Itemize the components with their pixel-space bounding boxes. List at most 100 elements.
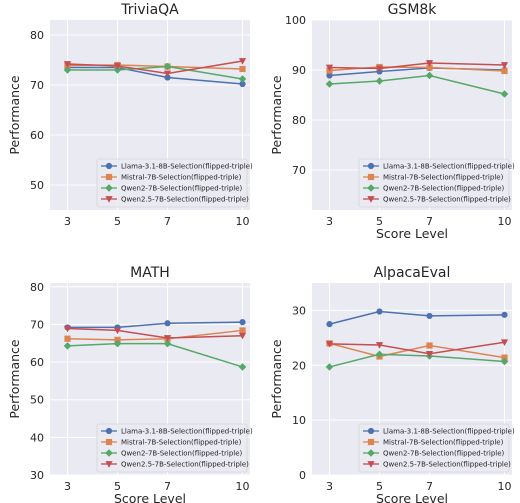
series-3 xyxy=(63,339,247,371)
legend-label: Llama-3.1-8B-Selection(flipped-triple) xyxy=(121,163,253,171)
legend-box xyxy=(358,158,510,208)
legend-marker xyxy=(105,461,113,468)
series-line xyxy=(67,342,243,368)
x-tick-label: 10 xyxy=(236,215,250,228)
y-axis-label: Performance xyxy=(269,75,284,155)
chart-panel-2: GSM8k 70 80 90 100 3 5 7 10 Score Level Performanc… xyxy=(269,2,515,241)
data-point xyxy=(425,350,434,358)
x-tick-label: 3 xyxy=(326,480,333,493)
series-4 xyxy=(325,60,509,73)
data-point xyxy=(325,64,334,72)
data-point xyxy=(500,62,509,69)
y-tick-label: 50 xyxy=(30,179,44,192)
y-axis-label: Performance xyxy=(7,339,22,419)
data-point xyxy=(64,335,71,342)
y-tick-label: 90 xyxy=(292,64,306,77)
series-1 xyxy=(326,308,508,328)
legend-marker xyxy=(367,427,375,435)
series-line xyxy=(67,329,243,341)
legend-label: Qwen2.5-7B-Selection(flipped-triple) xyxy=(121,461,249,469)
data-point xyxy=(238,332,247,340)
x-tick-label: 7 xyxy=(164,480,171,493)
data-point xyxy=(375,65,384,73)
data-point xyxy=(113,66,122,74)
series-line xyxy=(329,62,505,70)
legend-box xyxy=(358,423,510,473)
y-tick-label: 20 xyxy=(292,359,306,372)
legend-label: Mistral-7B-Selection(flipped-triple) xyxy=(121,174,242,182)
data-point xyxy=(500,90,509,98)
x-tick-label: 5 xyxy=(114,215,121,228)
x-tick-label: 10 xyxy=(498,480,512,493)
series-3 xyxy=(325,71,509,98)
legend-label: Qwen2-7B-Selection(flipped-triple) xyxy=(121,185,243,193)
data-point xyxy=(501,311,508,318)
data-point xyxy=(164,320,171,327)
x-tick-label: 10 xyxy=(498,215,512,228)
x-axis-label: Score Level xyxy=(376,226,448,241)
y-tick-label: 100 xyxy=(285,14,306,27)
data-point xyxy=(113,63,122,70)
legend: Llama-3.1-8B-Selection(flipped-triple) Mi… xyxy=(96,158,253,208)
series-line xyxy=(67,60,243,75)
chart-panel-3: MATH 30 40 50 60 70 80 3 5 7 10 Score Level Performa… xyxy=(7,265,253,503)
legend-marker xyxy=(105,162,113,170)
legend-marker xyxy=(367,449,375,457)
legend-label: Qwen2.5-7B-Selection(flipped-triple) xyxy=(383,461,511,469)
y-tick-label: 70 xyxy=(292,164,306,177)
data-point xyxy=(325,341,334,348)
data-point xyxy=(425,71,434,80)
chart-panel-1: TriviaQA 50 60 70 80 3 5 7 10 Performance Llama-3.… xyxy=(7,2,253,228)
data-point xyxy=(63,325,72,333)
x-tick-label: 3 xyxy=(64,480,71,493)
x-tick-label: 10 xyxy=(236,480,250,493)
y-tick-label: 80 xyxy=(30,281,44,294)
data-point xyxy=(238,363,247,371)
data-point xyxy=(63,66,72,74)
y-tick-label: 60 xyxy=(30,356,44,369)
legend-label: Mistral-7B-Selection(flipped-triple) xyxy=(383,439,504,447)
series-line xyxy=(67,321,243,329)
series-line xyxy=(329,342,505,359)
data-point xyxy=(63,61,72,68)
series-4 xyxy=(325,339,509,358)
legend-marker xyxy=(105,196,113,203)
legend-marker xyxy=(367,184,375,192)
series-4 xyxy=(63,325,247,342)
series-line xyxy=(329,353,505,368)
x-tick-label: 3 xyxy=(64,215,71,228)
data-point xyxy=(500,339,509,346)
y-tick-label: 40 xyxy=(30,431,44,444)
series-3 xyxy=(325,350,509,371)
data-point xyxy=(325,363,334,371)
legend-marker xyxy=(367,173,375,181)
series-line xyxy=(329,310,505,325)
data-point xyxy=(375,77,384,85)
x-axis-label: Score Level xyxy=(114,491,186,503)
data-point xyxy=(326,321,333,328)
y-tick-label: 80 xyxy=(30,29,44,42)
data-point xyxy=(426,342,433,349)
series-4 xyxy=(63,58,247,78)
legend-label: Llama-3.1-8B-Selection(flipped-triple) xyxy=(383,163,515,171)
y-tick-label: 60 xyxy=(30,129,44,142)
legend-marker xyxy=(367,196,375,203)
data-point xyxy=(375,342,384,349)
x-tick-label: 7 xyxy=(426,215,433,228)
chart-title: AlpacaEval xyxy=(374,265,451,281)
y-axis-label: Performance xyxy=(7,75,22,155)
data-point xyxy=(376,308,383,315)
legend-marker xyxy=(367,461,375,468)
legend-marker xyxy=(105,427,113,435)
chart-panel-4: AlpacaEval 0 10 20 30 3 5 7 10 Score Level Perform… xyxy=(269,265,515,503)
data-point xyxy=(238,58,247,65)
y-tick-label: 30 xyxy=(30,469,44,482)
legend: Llama-3.1-8B-Selection(flipped-triple) Mi… xyxy=(358,158,515,208)
legend: Llama-3.1-8B-Selection(flipped-triple) Mi… xyxy=(358,423,515,473)
x-tick-label: 7 xyxy=(426,480,433,493)
legend-label: Qwen2-7B-Selection(flipped-triple) xyxy=(383,450,505,458)
series-line xyxy=(67,327,243,339)
data-point xyxy=(375,350,384,359)
chart-title: MATH xyxy=(130,265,170,281)
